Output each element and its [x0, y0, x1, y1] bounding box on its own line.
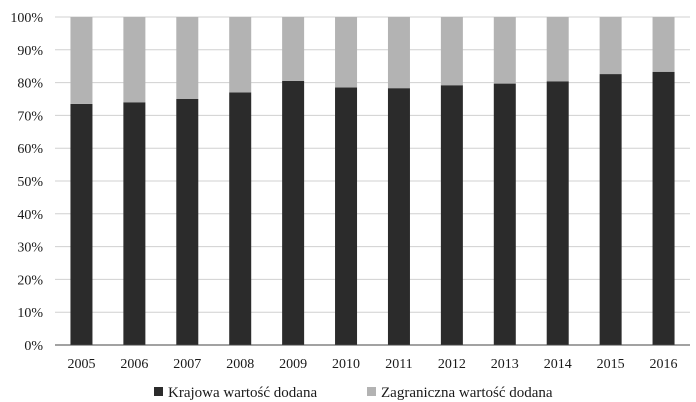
y-tick-label: 90%: [17, 44, 43, 59]
y-tick-label: 100%: [10, 11, 43, 26]
bar-domestic: [546, 81, 569, 346]
y-axis: 0% 10% 20% 30% 40% 50% 60% 70% 80% 90% 100%: [10, 11, 43, 354]
legend-swatch-foreign: [367, 387, 376, 396]
bar-domestic: [123, 102, 146, 345]
bar-domestic: [493, 83, 516, 346]
bar-domestic: [176, 99, 199, 345]
legend-label-domestic: Krajowa wartość dodana: [168, 385, 317, 401]
x-tick-label: 2007: [173, 357, 201, 372]
bar-foreign: [70, 17, 93, 104]
x-tick-label: 2014: [544, 357, 572, 372]
x-tick-label: 2010: [332, 357, 360, 372]
bar-foreign: [123, 17, 146, 103]
y-tick-label: 20%: [17, 273, 43, 288]
bar-domestic: [440, 85, 463, 345]
y-tick-label: 40%: [17, 208, 43, 223]
bar-domestic: [282, 80, 305, 346]
x-tick-label: 2015: [597, 357, 625, 372]
x-tick-label: 2005: [67, 357, 95, 372]
gridlines: [55, 16, 690, 346]
x-tick-label: 2009: [279, 357, 307, 372]
legend-label-foreign: Zagraniczna wartość dodana: [381, 385, 553, 401]
bar-foreign: [282, 17, 305, 81]
bar-foreign: [440, 17, 463, 86]
bar-foreign: [229, 17, 252, 93]
bar-foreign: [599, 17, 622, 75]
y-tick-label: 0%: [24, 339, 43, 354]
bar-domestic: [599, 74, 622, 346]
x-tick-label: 2006: [120, 357, 148, 372]
x-tick-label: 2011: [385, 357, 412, 372]
bar-domestic: [387, 88, 410, 346]
bar-domestic: [70, 103, 93, 345]
x-tick-label: 2008: [226, 357, 254, 372]
y-tick-label: 70%: [17, 109, 43, 124]
x-axis: 2005 2006 2007 2008 2009 2010 2011 2012 2013 2014…: [55, 344, 690, 372]
bar-foreign: [652, 17, 675, 72]
y-tick-label: 10%: [17, 306, 43, 321]
x-tick-label: 2016: [650, 357, 678, 372]
y-tick-label: 80%: [17, 77, 43, 92]
y-tick-label: 60%: [17, 142, 43, 157]
bar-foreign: [335, 17, 358, 88]
x-tick-label: 2012: [438, 357, 466, 372]
bar-foreign: [387, 17, 410, 89]
bar-domestic: [335, 87, 358, 346]
y-tick-label: 30%: [17, 241, 43, 256]
legend: Krajowa wartość dodana Zagraniczna warto…: [154, 385, 553, 401]
y-tick-label: 50%: [17, 175, 43, 190]
bar-domestic: [229, 92, 252, 345]
bar-foreign: [546, 17, 569, 82]
x-tick-label: 2013: [491, 357, 519, 372]
bar-foreign: [493, 17, 516, 84]
bar-foreign: [176, 17, 199, 99]
legend-swatch-domestic: [154, 387, 163, 396]
bar-domestic: [652, 71, 675, 345]
bars: [70, 17, 675, 346]
